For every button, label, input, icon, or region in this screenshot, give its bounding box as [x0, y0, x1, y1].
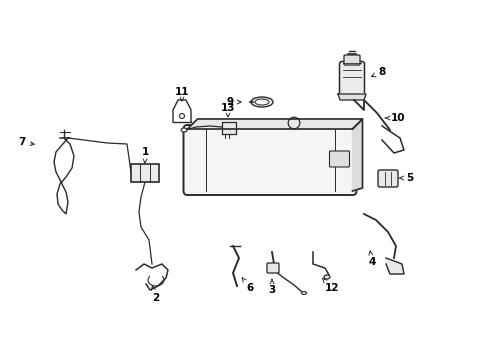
Polygon shape: [337, 94, 365, 100]
Ellipse shape: [181, 128, 186, 132]
Polygon shape: [352, 119, 362, 191]
Polygon shape: [222, 122, 236, 134]
Text: 6: 6: [242, 278, 253, 293]
Text: 12: 12: [322, 278, 339, 293]
Text: 8: 8: [371, 67, 385, 77]
Text: 10: 10: [385, 113, 405, 123]
Text: 9: 9: [226, 97, 241, 107]
Ellipse shape: [324, 275, 329, 279]
FancyBboxPatch shape: [131, 164, 159, 182]
Text: 4: 4: [367, 251, 375, 267]
FancyBboxPatch shape: [266, 263, 279, 273]
Polygon shape: [385, 258, 403, 274]
Text: 5: 5: [399, 173, 413, 183]
Text: 7: 7: [18, 137, 34, 147]
Ellipse shape: [254, 99, 268, 105]
Text: 1: 1: [141, 147, 148, 163]
Ellipse shape: [301, 292, 306, 294]
Polygon shape: [187, 119, 362, 129]
Text: 2: 2: [151, 286, 159, 303]
FancyBboxPatch shape: [377, 170, 397, 187]
FancyBboxPatch shape: [339, 62, 364, 96]
FancyBboxPatch shape: [329, 151, 349, 167]
Ellipse shape: [250, 97, 272, 107]
Text: 3: 3: [268, 279, 275, 295]
Text: 11: 11: [174, 87, 189, 101]
FancyBboxPatch shape: [183, 125, 356, 195]
Text: 13: 13: [220, 103, 235, 117]
FancyBboxPatch shape: [343, 55, 359, 65]
